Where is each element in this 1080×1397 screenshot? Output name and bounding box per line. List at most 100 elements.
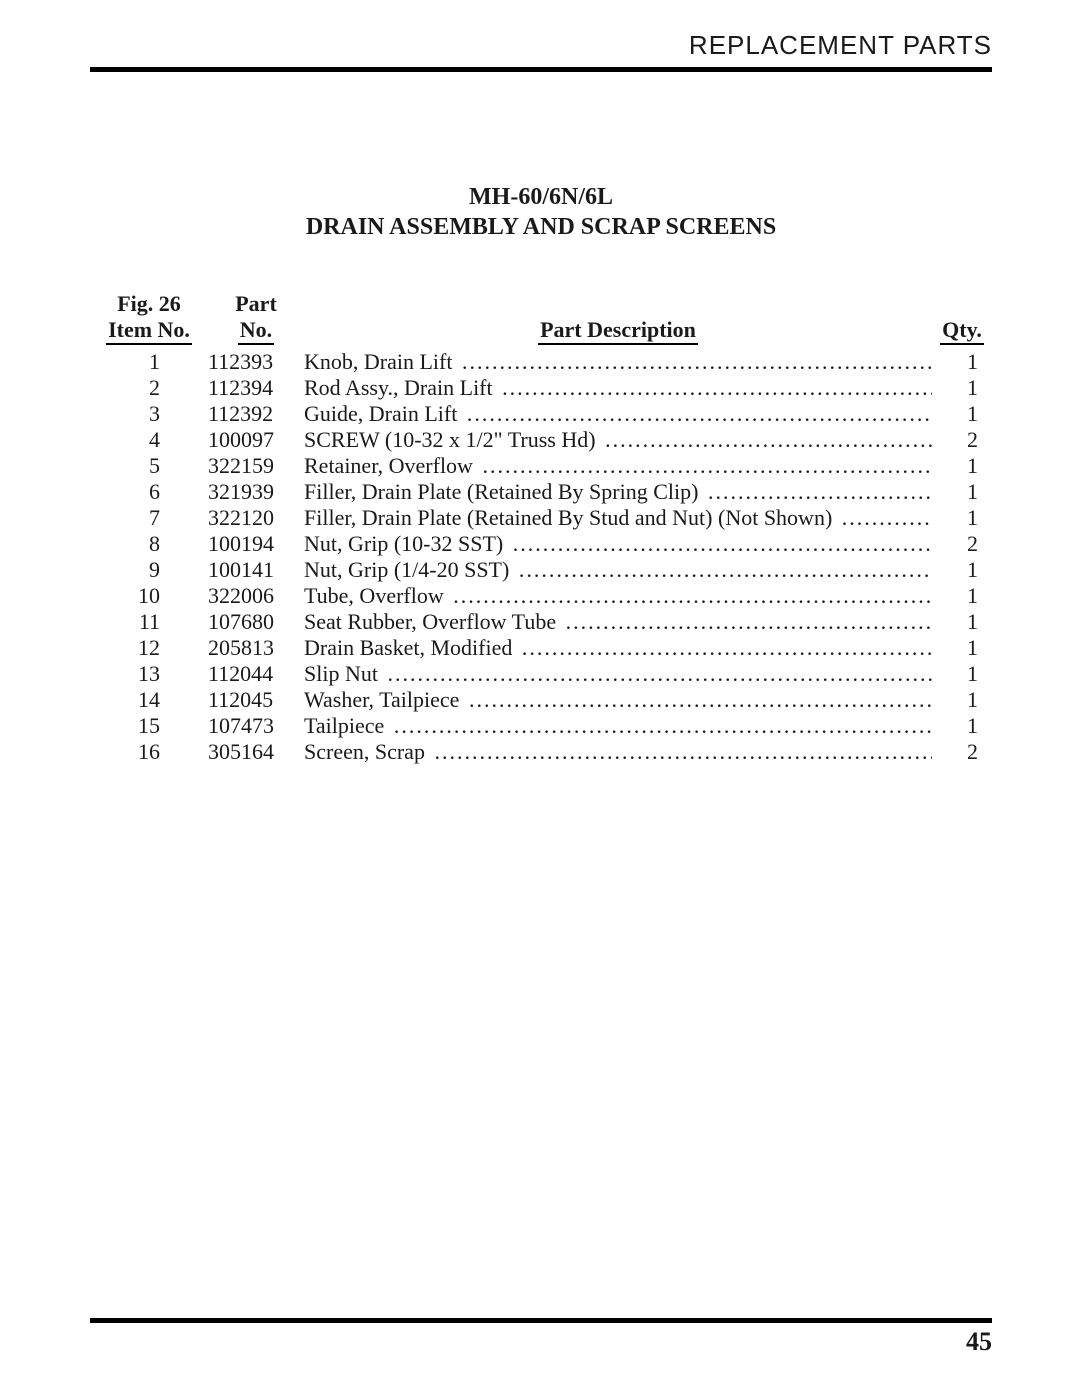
cell-description: Seat Rubber, Overflow Tube [304,609,932,635]
cell-part-no: 112045 [208,687,304,713]
cell-description-text: Washer, Tailpiece [304,687,461,712]
table-row: 9100141Nut, Grip (1/4-20 SST) 1 [90,557,992,583]
page: REPLACEMENT PARTS MH-60/6N/6L DRAIN ASSE… [90,30,992,1357]
cell-description: Rod Assy., Drain Lift [304,375,932,401]
cell-part-no: 107473 [208,713,304,739]
cell-qty: 1 [932,609,992,635]
cell-part-no: 112392 [208,401,304,427]
cell-description: Filler, Drain Plate (Retained By Spring … [304,479,932,505]
cell-part-no: 100141 [208,557,304,583]
col-header-item: Fig. 26 Item No. [90,292,208,345]
cell-part-no: 112044 [208,661,304,687]
cell-description: Tube, Overflow [304,583,932,609]
cell-item-no: 16 [90,739,208,765]
cell-item-no: 4 [90,427,208,453]
cell-item-no: 3 [90,401,208,427]
cell-item-no: 8 [90,531,208,557]
cell-part-no: 107680 [208,609,304,635]
cell-qty: 1 [932,349,992,375]
cell-description-text: Tailpiece [304,713,386,738]
cell-qty: 1 [932,661,992,687]
table-body: 1112393Knob, Drain Lift12112394Rod Assy.… [90,349,992,764]
cell-description-text: Rod Assy., Drain Lift [304,375,495,400]
table-row: 2112394Rod Assy., Drain Lift 1 [90,375,992,401]
cell-item-no: 2 [90,375,208,401]
table-row: 11107680Seat Rubber, Overflow Tube 1 [90,609,992,635]
cell-part-no: 205813 [208,635,304,661]
cell-part-no: 322006 [208,583,304,609]
col-header-qty-label: Qty. [940,318,984,345]
cell-part-no: 112393 [208,349,304,375]
cell-description: Nut, Grip (10-32 SST) [304,531,932,557]
cell-qty: 1 [932,635,992,661]
cell-description: Drain Basket, Modified [304,635,932,661]
cell-description: Nut, Grip (1/4-20 SST) [304,557,932,583]
title-block: MH-60/6N/6L DRAIN ASSEMBLY AND SCRAP SCR… [90,182,992,242]
table-row: 7322120Filler, Drain Plate (Retained By … [90,505,992,531]
col-header-desc-label: Part Description [538,318,698,345]
table-row: 14112045Washer, Tailpiece1 [90,687,992,713]
cell-description-text: Tube, Overflow [304,583,446,608]
table-row: 5322159Retainer, Overflow1 [90,453,992,479]
table-row: 15107473Tailpiece 1 [90,713,992,739]
col-header-item-l1: Fig. 26 [117,292,181,316]
cell-description-text: Filler, Drain Plate (Retained By Spring … [304,479,700,504]
cell-qty: 1 [932,375,992,401]
cell-item-no: 15 [90,713,208,739]
col-header-part-l2: No. [238,318,274,345]
cell-description: SCREW (10-32 x 1/2" Truss Hd) [304,427,932,453]
cell-item-no: 1 [90,349,208,375]
cell-part-no: 112394 [208,375,304,401]
col-header-desc: Part Description [304,316,932,345]
col-header-qty: Qty. [932,316,992,345]
cell-qty: 1 [932,453,992,479]
footer-rule [90,1318,992,1323]
cell-qty: 1 [932,583,992,609]
table-row: 16305164Screen, Scrap2 [90,739,992,765]
cell-description-text: Slip Nut [304,661,380,686]
cell-description: Washer, Tailpiece [304,687,932,713]
cell-description: Filler, Drain Plate (Retained By Stud an… [304,505,932,531]
cell-part-no: 321939 [208,479,304,505]
parts-table: Fig. 26 Item No. Part No. Part Descripti… [90,292,992,765]
cell-qty: 1 [932,713,992,739]
cell-part-no: 322159 [208,453,304,479]
cell-item-no: 14 [90,687,208,713]
cell-item-no: 9 [90,557,208,583]
cell-description-text: Nut, Grip (10-32 SST) [304,531,505,556]
cell-qty: 2 [932,531,992,557]
header-rule [90,67,992,72]
cell-description-text: Filler, Drain Plate (Retained By Stud an… [304,505,834,530]
section-header: REPLACEMENT PARTS [90,30,992,67]
table-row: 10322006Tube, Overflow 1 [90,583,992,609]
cell-item-no: 10 [90,583,208,609]
cell-item-no: 13 [90,661,208,687]
cell-qty: 2 [932,427,992,453]
table-row: 1112393Knob, Drain Lift1 [90,349,992,375]
table-row: 3112392Guide, Drain Lift 1 [90,401,992,427]
cell-description-text: Screen, Scrap [304,739,427,764]
cell-description-text: SCREW (10-32 x 1/2" Truss Hd) [304,427,598,452]
cell-description: Slip Nut [304,661,932,687]
cell-qty: 1 [932,557,992,583]
cell-description-text: Guide, Drain Lift [304,401,459,426]
cell-description-text: Seat Rubber, Overflow Tube [304,609,558,634]
table-row: 6321939Filler, Drain Plate (Retained By … [90,479,992,505]
cell-item-no: 6 [90,479,208,505]
table-row: 12205813Drain Basket, Modified 1 [90,635,992,661]
table-row: 4100097SCREW (10-32 x 1/2" Truss Hd)2 [90,427,992,453]
col-header-part-l1: Part [235,292,277,316]
cell-part-no: 100194 [208,531,304,557]
col-header-part: Part No. [208,292,304,345]
title-line-1: MH-60/6N/6L [90,182,992,212]
cell-description-text: Knob, Drain Lift [304,349,454,374]
cell-description-text: Nut, Grip (1/4-20 SST) [304,557,511,582]
cell-item-no: 7 [90,505,208,531]
cell-item-no: 11 [90,609,208,635]
cell-description: Knob, Drain Lift [304,349,932,375]
cell-qty: 1 [932,505,992,531]
cell-qty: 1 [932,401,992,427]
cell-description-text: Retainer, Overflow [304,453,475,478]
cell-description-text: Drain Basket, Modified [304,635,514,660]
cell-item-no: 12 [90,635,208,661]
